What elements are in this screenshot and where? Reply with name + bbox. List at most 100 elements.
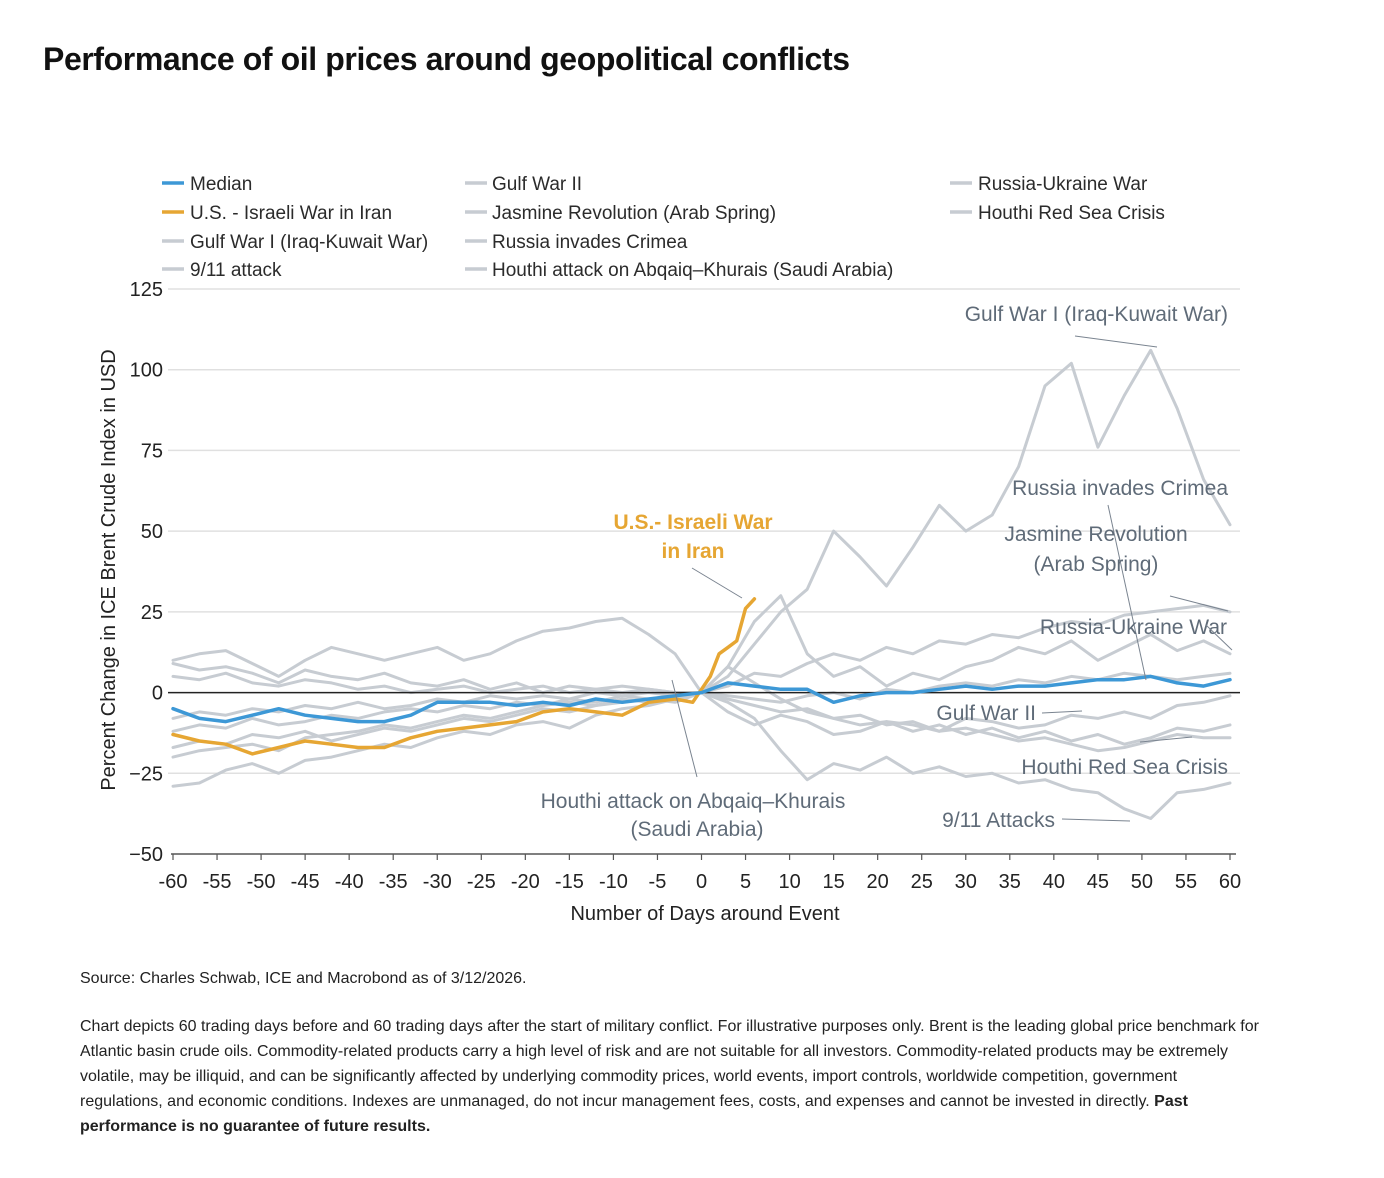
y-tick-label: 50 [141,521,163,543]
x-tick-label: -25 [467,871,496,893]
disclaimer-text: Chart depicts 60 trading days before and… [80,1018,1259,1110]
annotation-leader-line [671,679,698,778]
legend-label: U.S. - Israeli War in Iran [190,203,392,224]
annotation-leader-line [1074,335,1158,348]
x-tick-label: 30 [955,871,977,893]
chart-title: Performance of oil prices around geopoli… [43,41,850,77]
background-series-layer [171,348,1232,820]
annotation-russia-invades-crimea: Russia invades Crimea [1012,477,1228,681]
y-tick-label: 25 [141,602,163,624]
annotation-leader-line [691,567,743,599]
annotation-label: (Saudi Arabia) [630,818,763,841]
y-tick-label: 75 [141,440,163,462]
x-tick-label: 25 [911,871,933,893]
annotation-leader-line [1139,736,1193,743]
annotation-leader-line [1107,504,1147,681]
series-line-u-s-israeli-war-in-iran [171,597,757,756]
x-tick-label: 50 [1131,871,1153,893]
legend-item: Houthi Red Sea Crisis [950,203,1165,224]
annotation-label: in Iran [661,540,724,563]
disclaimer: Chart depicts 60 trading days before and… [80,1014,1260,1139]
legend-label: Houthi Red Sea Crisis [978,203,1165,224]
grid-layer: −50 −25 0 25 50 75 100 125 [129,279,1240,866]
legend-label: Houthi attack on Abqaiq–Khurais (Saudi A… [492,260,893,281]
annotation-9-11-attacks: 9/11 Attacks [942,809,1131,832]
legend-item: Houthi attack on Abqaiq–Khurais (Saudi A… [465,260,893,281]
x-tick-label: 45 [1087,871,1109,893]
x-tick-label: 10 [778,871,800,893]
legend-label: Russia-Ukraine War [978,174,1148,195]
x-tick-label: 35 [999,871,1021,893]
annotation-label: Gulf War I (Iraq-Kuwait War) [965,303,1228,326]
annotation-label: Houthi attack on Abqaiq–Khurais [541,790,846,813]
x-tick-label: -50 [247,871,276,893]
x-tick-label: 60 [1219,871,1241,893]
annotation-label: Russia invades Crimea [1012,477,1228,500]
legend-label: 9/11 attack [190,260,282,281]
x-tick-label: -35 [379,871,408,893]
annotation-gulf-war-ii: Gulf War II [936,702,1083,725]
legend-label: Median [190,174,252,195]
x-axis-label: Number of Days around Event [570,903,839,925]
annotation-russia-ukraine-war: Russia-Ukraine War [1040,616,1233,651]
legend-item: Median [162,174,252,195]
annotation-label: 9/11 Attacks [942,809,1055,832]
legend-item: U.S. - Israeli War in Iran [162,203,392,224]
legend-label: Jasmine Revolution (Arab Spring) [492,203,776,224]
annotation-leader-line [1169,595,1229,612]
legend: Median U.S. - Israeli War in Iran Gulf W… [162,174,1165,281]
legend-label: Gulf War II [492,174,582,195]
x-tick-label: 40 [1043,871,1065,893]
x-tick-label: -30 [423,871,452,893]
legend-item: 9/11 attack [162,260,282,281]
legend-item: Jasmine Revolution (Arab Spring) [465,203,776,224]
footer: Source: Charles Schwab, ICE and Macrobon… [80,966,1260,1139]
legend-item: Gulf War II [465,174,582,195]
annotation-houthi-red-sea-crisis: Houthi Red Sea Crisis [1021,736,1228,779]
x-tick-label: 0 [696,871,707,893]
x-tick-label: 15 [823,871,845,893]
legend-item: Russia invades Crimea [465,232,688,253]
x-tick-label: -20 [511,871,540,893]
annotation-jasmine-revolution: Jasmine Revolution (Arab Spring) [1004,523,1229,612]
legend-label: Gulf War I (Iraq-Kuwait War) [190,232,428,253]
annotation-label: Jasmine Revolution [1004,523,1187,546]
x-tick-label: 20 [867,871,889,893]
annotation-label: U.S.- Israeli War [613,511,772,534]
legend-item: Gulf War I (Iraq-Kuwait War) [162,232,428,253]
x-tick-label: -60 [159,871,188,893]
x-tick-label: 5 [740,871,751,893]
x-axis: -60 -55 -50 -45 -40 -35 -30 -25 -20 -15 -10 -5 0 5 10 1… [159,853,1241,893]
y-axis-label: Percent Change in ICE Brent Crude Index … [98,349,120,790]
x-tick-label: -40 [335,871,364,893]
annotation-label: Russia-Ukraine War [1040,616,1227,639]
y-tick-label: 0 [152,683,163,705]
annotation-leader-line [1061,818,1131,822]
highlight-series-layer [171,597,1232,756]
y-tick-label: 100 [130,360,163,382]
annotation-leader-line [1205,624,1233,651]
annotation-leader-line [1041,710,1083,714]
x-tick-label: -5 [649,871,667,893]
line-chart: Median U.S. - Israeli War in Iran Gulf W… [98,174,1241,925]
disclaimer-bold-text: Past performance is no guarantee of futu… [80,1093,1188,1135]
series-line-median [171,674,1232,724]
annotation-label: Gulf War II [936,702,1036,725]
x-tick-label: -15 [555,871,584,893]
x-tick-label: -55 [203,871,232,893]
legend-label: Russia invades Crimea [492,232,688,253]
annotation-houthi-abqaiq: Houthi attack on Abqaiq–Khurais (Saudi A… [541,679,846,841]
y-tick-label: −25 [129,763,163,785]
annotation-label: (Arab Spring) [1034,553,1159,576]
source-note: Source: Charles Schwab, ICE and Macrobon… [80,970,527,987]
x-tick-label: 55 [1175,871,1197,893]
y-tick-label: −50 [129,844,163,866]
x-tick-label: -45 [291,871,320,893]
annotation-us-israeli-war: U.S.- Israeli War in Iran [613,511,773,599]
x-tick-label: -10 [599,871,628,893]
annotations: Gulf War I (Iraq-Kuwait War) Russia inva… [541,303,1233,841]
annotation-label: Houthi Red Sea Crisis [1021,756,1228,779]
legend-item: Russia-Ukraine War [950,174,1148,195]
annotation-gulf-war-i: Gulf War I (Iraq-Kuwait War) [965,303,1228,348]
